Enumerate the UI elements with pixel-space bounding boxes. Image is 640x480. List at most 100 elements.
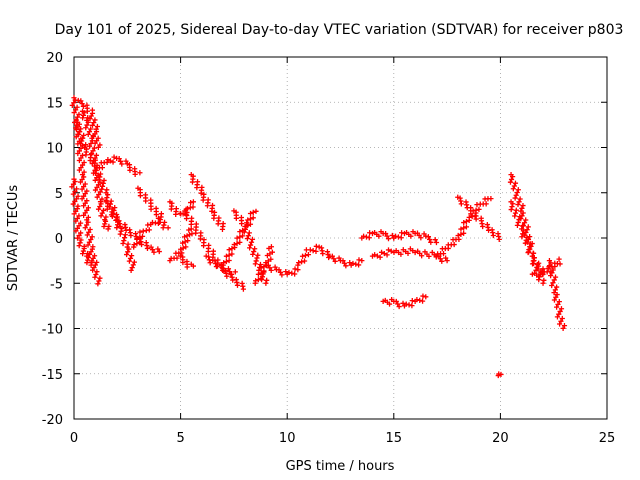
data-point: [119, 161, 125, 167]
data-point: [190, 204, 196, 210]
data-point: [137, 229, 143, 235]
data-point: [193, 230, 199, 236]
data-point: [78, 230, 84, 236]
data-point: [75, 193, 81, 199]
data-point: [546, 263, 553, 269]
data-point: [232, 269, 238, 275]
data-point: [456, 236, 462, 242]
data-point: [71, 211, 77, 217]
data-point: [211, 215, 217, 221]
data-point: [83, 152, 89, 158]
data-point: [551, 290, 557, 296]
data-point: [520, 210, 526, 216]
data-point: [99, 165, 105, 171]
data-point: [508, 206, 514, 213]
data-point: [245, 233, 251, 239]
data-point: [85, 257, 91, 263]
data-point: [156, 248, 162, 255]
data-point: [197, 236, 203, 242]
grid: [74, 57, 607, 419]
data-point: [85, 242, 91, 248]
data-point: [514, 189, 520, 196]
data-point: [255, 271, 262, 277]
data-point: [414, 297, 420, 303]
data-point: [79, 186, 85, 192]
data-point: [183, 215, 190, 222]
data-point: [261, 269, 267, 275]
data-point: [223, 253, 230, 259]
data-point: [160, 225, 166, 231]
data-point: [488, 196, 494, 202]
data-point: [405, 250, 411, 256]
data-point: [174, 255, 180, 261]
data-point: [540, 280, 546, 286]
data-point: [209, 208, 215, 214]
data-point: [100, 207, 107, 214]
data-point: [511, 183, 517, 189]
data-point: [403, 301, 409, 307]
data-point: [108, 198, 114, 204]
data-point: [129, 265, 135, 271]
data-point: [507, 179, 514, 185]
data-point: [74, 122, 80, 128]
data-point: [423, 294, 429, 300]
data-point: [85, 219, 91, 225]
data-point: [146, 227, 152, 233]
data-point: [137, 240, 143, 246]
data-point: [94, 175, 100, 181]
data-point: [92, 155, 98, 161]
data-point: [134, 241, 140, 247]
data-point: [74, 215, 80, 222]
data-point: [255, 252, 261, 258]
data-point: [76, 213, 82, 219]
data-point: [92, 117, 98, 123]
data-point: [408, 233, 414, 239]
data-point: [269, 249, 275, 255]
data-point: [247, 245, 253, 251]
data-point: [189, 179, 196, 185]
data-point: [102, 221, 108, 227]
data-point: [247, 221, 254, 227]
data-point: [536, 274, 542, 280]
data-point: [88, 140, 94, 147]
data-point: [257, 261, 264, 268]
data-point: [137, 234, 143, 240]
y-tick-label: -5: [50, 277, 63, 292]
data-point: [88, 113, 94, 119]
series-track-10: [167, 226, 195, 264]
data-point: [121, 235, 128, 241]
data-point: [268, 244, 275, 250]
data-point: [143, 198, 149, 204]
data-point: [215, 221, 221, 227]
data-point: [126, 246, 132, 252]
data-point: [224, 273, 230, 279]
data-point: [548, 273, 554, 279]
data-point: [80, 248, 87, 254]
data-point: [289, 270, 295, 276]
data-point: [301, 258, 308, 264]
series-track-1: [69, 95, 103, 287]
data-point: [89, 138, 95, 144]
data-point: [295, 267, 301, 273]
x-tick-label: 20: [492, 431, 509, 446]
data-point: [490, 232, 496, 239]
data-point: [70, 191, 76, 197]
data-point: [461, 225, 467, 231]
data-point: [498, 371, 504, 378]
data-point: [557, 261, 563, 267]
data-point: [99, 186, 105, 192]
data-point: [184, 264, 190, 270]
data-point: [92, 187, 99, 193]
data-point: [255, 277, 261, 283]
data-point: [72, 198, 78, 205]
data-point: [88, 126, 94, 132]
data-point: [386, 301, 393, 307]
data-point: [363, 234, 370, 240]
data-point: [458, 226, 464, 232]
data-point: [409, 303, 415, 309]
data-point: [110, 159, 116, 165]
data-point: [73, 186, 80, 192]
data-point: [86, 143, 93, 149]
data-point: [94, 269, 100, 275]
data-point: [116, 156, 122, 162]
